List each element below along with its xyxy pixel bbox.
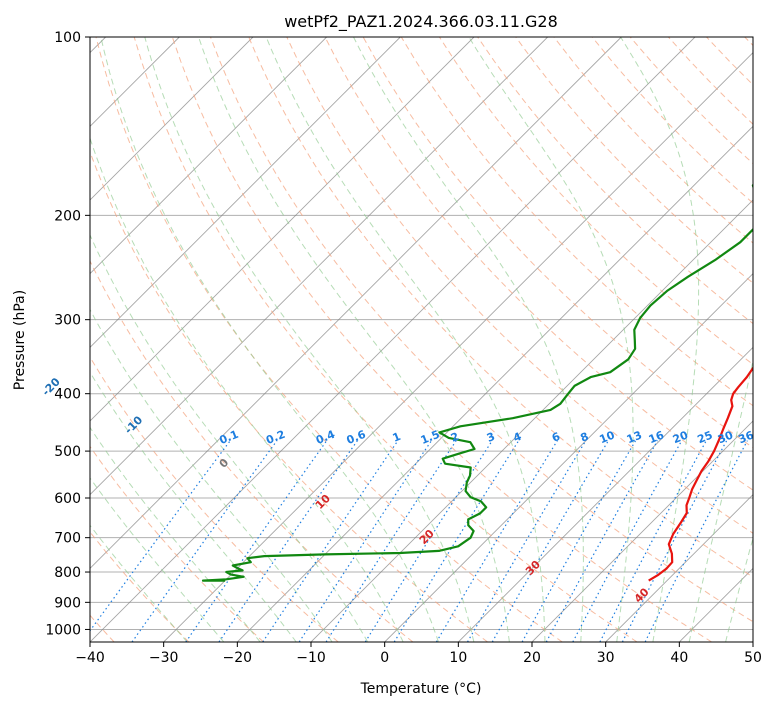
y-tick-label: 300 — [54, 313, 81, 329]
mixing-ratio-label: 13 — [625, 428, 644, 446]
y-tick-label: 700 — [54, 531, 81, 547]
isotherm-gridline — [752, 641, 753, 642]
moist-adiabat — [100, 37, 439, 642]
x-tick-label: −40 — [75, 650, 105, 666]
moist-adiabat — [90, 426, 261, 642]
mixing-ratio-line — [298, 440, 432, 642]
isotherm-gridline — [90, 37, 327, 275]
chart-title: wetPf2_PAZ1.2024.366.03.11.G28 — [284, 12, 558, 32]
x-tick-label: 20 — [523, 650, 541, 666]
moist-adiabat — [90, 477, 225, 642]
isotherm-gridline — [163, 52, 753, 642]
mixing-ratio-line — [466, 440, 587, 642]
x-tick-label: 30 — [597, 650, 615, 666]
mixing-ratio-line — [435, 440, 558, 642]
plot-background — [90, 37, 753, 642]
mixing-ratio-line — [621, 440, 728, 642]
dry-adiabat — [324, 37, 753, 491]
mixing-ratio-label: 8 — [578, 430, 590, 445]
isotherm-gridline — [90, 37, 401, 348]
x-tick-label: −30 — [149, 650, 179, 666]
isotherm-gridline — [90, 37, 254, 201]
isotherm-gridline — [90, 37, 622, 569]
mixing-ratio-line — [644, 440, 748, 642]
mixing-ratio-label: 3 — [485, 430, 497, 445]
plot-frame — [89, 36, 754, 643]
x-tick-label: 40 — [670, 650, 688, 666]
moist-adiabat — [198, 37, 510, 642]
grid-layer — [90, 37, 753, 642]
moist-adiabat — [90, 233, 369, 642]
mixing-ratio-label: 16 — [647, 428, 666, 446]
mixing-ratio-line — [521, 440, 637, 642]
isotherm-gridline — [531, 420, 753, 642]
x-tick-label: 0 — [380, 650, 389, 666]
dry-adiabat — [95, 37, 563, 642]
mixing-ratio-line — [572, 440, 683, 642]
y-tick-label: 1000 — [45, 622, 81, 638]
isotherm-gridline — [90, 37, 548, 496]
mixing-ratio-label: 30 — [716, 428, 735, 446]
mixing-ratio-line — [364, 440, 493, 642]
mixing-ratio-line — [491, 440, 609, 642]
moist-adiabat — [144, 37, 475, 642]
moist-adiabat — [688, 358, 753, 642]
isotherm-gridline — [605, 494, 753, 642]
moist-adiabat — [725, 536, 753, 642]
y-tick-label: 600 — [54, 491, 81, 507]
dry-adiabat — [90, 259, 414, 642]
dry-adiabat — [248, 37, 753, 578]
isotherm-gridline — [90, 37, 475, 422]
dewpoint-profile-line — [201, 183, 753, 582]
mixing-ratio-label: 20 — [671, 428, 690, 446]
mixing-ratio-label: 36 — [737, 428, 756, 446]
y-tick-label: 900 — [54, 595, 81, 611]
x-tick-label: 10 — [449, 650, 467, 666]
y-tick-label: 200 — [54, 208, 81, 224]
x-axis-label: Temperature (°C) — [360, 681, 482, 697]
mixing-ratio-line — [185, 440, 328, 642]
dry-adiabat — [210, 37, 753, 623]
isotherm-gridline — [384, 273, 753, 642]
moist-adiabat — [265, 37, 546, 642]
mixing-ratio-line — [599, 440, 707, 642]
isotherm-gridline — [458, 346, 753, 642]
mixing-ratio-line — [545, 440, 659, 642]
moist-adiabat — [620, 37, 700, 642]
tick-layer: −40 −30 −20 −10 0 10 20 30 40 50 100 200 300 400 500 60… — [45, 30, 762, 666]
mixing-ratio-label: 2 — [449, 430, 461, 445]
series-layer — [201, 183, 753, 582]
temperature-profile-line — [648, 366, 753, 582]
moist-adiabat — [90, 524, 188, 642]
y-axis-label: Pressure (hPa) — [12, 290, 28, 390]
moist-adiabat — [90, 308, 333, 642]
moist-adiabat — [90, 371, 297, 642]
y-tick-label: 100 — [54, 30, 81, 46]
dry-adiabat — [133, 37, 638, 642]
moist-adiabat — [353, 37, 584, 642]
isotherm-gridline — [90, 37, 696, 642]
x-tick-label: 50 — [744, 650, 762, 666]
dry-adiabat — [286, 37, 753, 534]
isotherm-gridline — [237, 125, 753, 642]
x-tick-label: −20 — [223, 650, 253, 666]
y-tick-label: 500 — [54, 444, 81, 460]
y-tick-label: 800 — [54, 565, 81, 581]
dry-adiabat — [515, 37, 753, 284]
y-tick-label: 400 — [54, 387, 81, 403]
mixing-ratio-label: 1 — [391, 430, 403, 445]
x-tick-label: −10 — [296, 650, 326, 666]
mixing-ratio-line — [393, 440, 520, 642]
dry-adiabat — [171, 37, 712, 642]
dry-adiabat — [90, 445, 264, 642]
mixing-ratio-line — [131, 440, 278, 642]
mixing-ratio-label: 10 — [598, 428, 617, 446]
mixing-ratio-label: 25 — [695, 428, 714, 446]
moist-adiabat — [90, 136, 404, 642]
